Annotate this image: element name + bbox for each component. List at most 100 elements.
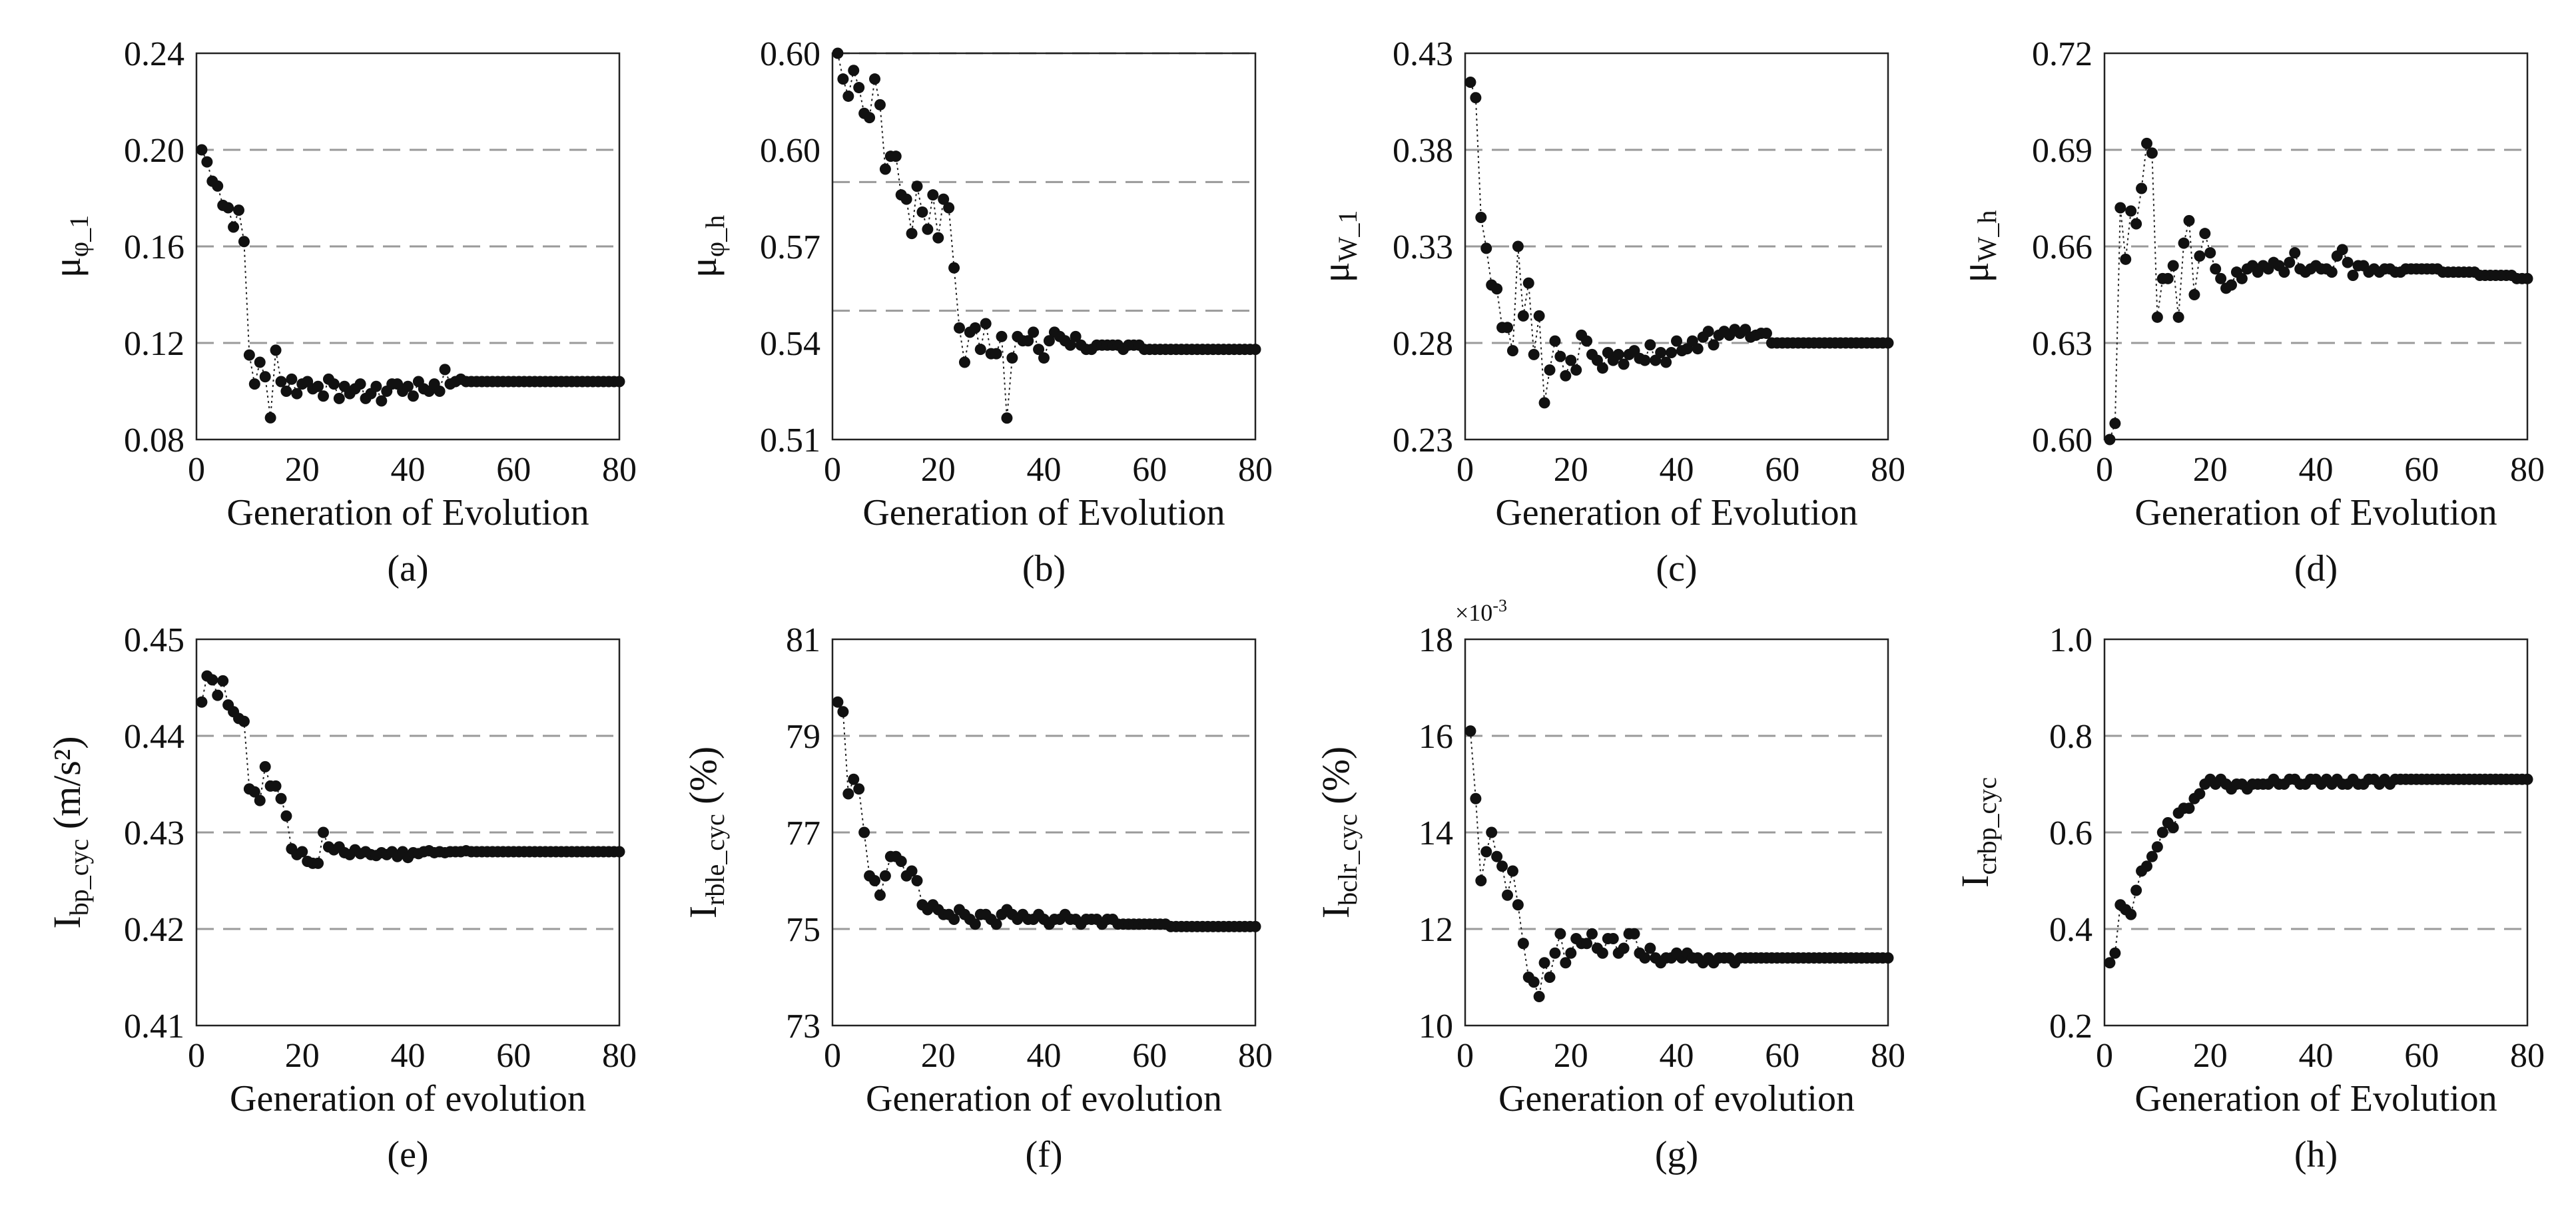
data-point (1043, 335, 1055, 347)
data-point (911, 875, 923, 886)
data-point (1496, 860, 1508, 872)
data-point (2284, 256, 2296, 268)
data-point (1560, 957, 1572, 969)
data-point (948, 262, 960, 274)
data-point (212, 689, 224, 701)
x-tick-label: 20 (2193, 1037, 2228, 1075)
y-axis-label: Ibp_cyc (m/s²) (45, 736, 94, 928)
data-point (2194, 788, 2206, 800)
data-point (1480, 846, 1492, 858)
data-point (217, 675, 229, 687)
data-point (1022, 335, 1034, 347)
data-point (1708, 339, 1720, 351)
x-axis-label: Generation of evolution (866, 1078, 1222, 1119)
data-point (1475, 875, 1487, 886)
data-point (1249, 920, 1261, 932)
x-tick-label: 40 (2299, 1037, 2334, 1075)
data-point (2125, 205, 2137, 217)
data-point (2521, 773, 2533, 785)
data-point (1554, 350, 1566, 362)
data-point (2151, 841, 2163, 853)
data-point (906, 228, 918, 240)
x-tick-label: 80 (1871, 451, 1905, 489)
panel-label: (f) (1026, 1134, 1063, 1175)
data-point (196, 696, 208, 708)
data-point (879, 870, 891, 882)
y-axis-label-main: I (681, 906, 725, 918)
data-point (1882, 337, 1894, 349)
data-point (1560, 370, 1572, 382)
y-tick-label: 81 (786, 621, 820, 659)
data-point (233, 204, 244, 216)
plot-frame (195, 638, 621, 1027)
x-tick-label: 0 (2096, 451, 2113, 489)
panel-label: (a) (387, 548, 428, 589)
x-tick-label: 60 (2404, 451, 2439, 489)
data-point (1655, 347, 1667, 358)
data-point (1882, 952, 1894, 964)
data-point (1612, 348, 1624, 360)
data-point (1028, 326, 1040, 338)
y-tick-label: 0.72 (2032, 35, 2093, 73)
data-point (874, 99, 886, 111)
data-point (1517, 938, 1529, 950)
data-point (270, 780, 282, 792)
data-point (2347, 270, 2359, 281)
data-point (238, 236, 250, 248)
data-point (990, 918, 1002, 930)
data-point (832, 47, 844, 59)
data-point (2141, 137, 2152, 149)
data-point (1666, 347, 1678, 358)
x-tick-label: 60 (496, 1037, 531, 1075)
x-tick-label: 80 (2510, 1037, 2545, 1075)
data-point (280, 386, 292, 397)
data-point (2336, 244, 2348, 256)
x-tick-label: 80 (1238, 451, 1273, 489)
plot-frame (2103, 52, 2529, 441)
y-tick-label: 0.42 (124, 911, 184, 949)
panel-b: 0.51 0.54 0.57 0.60 0.60 0 20 40 60 80 Generation … (681, 35, 1273, 589)
data-point (2146, 850, 2158, 862)
data-point (354, 378, 366, 390)
panel-label: (h) (2294, 1134, 2338, 1175)
data-point (1464, 725, 1476, 737)
data-point (318, 826, 329, 838)
x-tick-label: 80 (1238, 1037, 1273, 1075)
y-tick-label: 12 (1419, 911, 1453, 949)
data-point (1517, 310, 1529, 322)
data-point (927, 189, 939, 201)
data-point (996, 330, 1008, 342)
data-point (2125, 908, 2137, 920)
series-line (836, 53, 1255, 418)
y-axis-label-sub: W_h (1972, 210, 2002, 262)
y-axis-label-main: I (1314, 906, 1357, 918)
x-tick-label: 60 (1132, 1037, 1167, 1075)
data-point (969, 918, 981, 930)
y-tick-label: 0.20 (124, 132, 184, 170)
x-tick-label: 60 (1765, 451, 1799, 489)
y-axis-label: Ibclr_cyc (%) (1314, 747, 1363, 918)
data-point (1596, 947, 1608, 959)
data-point (943, 202, 955, 214)
x-tick-label: 20 (921, 451, 956, 489)
y-tick-label: 73 (786, 1008, 820, 1046)
data-point (2156, 826, 2168, 838)
data-point (1760, 328, 1772, 339)
data-point (969, 322, 981, 334)
y-tick-label: 0.57 (760, 228, 820, 266)
data-point (1070, 330, 1082, 342)
x-tick-label: 0 (1456, 1037, 1474, 1075)
data-point (2109, 418, 2121, 430)
data-point (613, 846, 625, 858)
y-tick-label: 0.66 (2032, 228, 2093, 266)
x-tick-label: 0 (824, 451, 841, 489)
data-point (1506, 345, 1518, 357)
data-point (2167, 822, 2179, 834)
data-point (402, 380, 414, 392)
data-point (1581, 938, 1593, 950)
data-point (275, 376, 287, 388)
y-axis-label-main: I (1953, 875, 1997, 888)
data-point (613, 376, 625, 388)
data-point (254, 794, 266, 806)
data-point (1570, 364, 1582, 376)
